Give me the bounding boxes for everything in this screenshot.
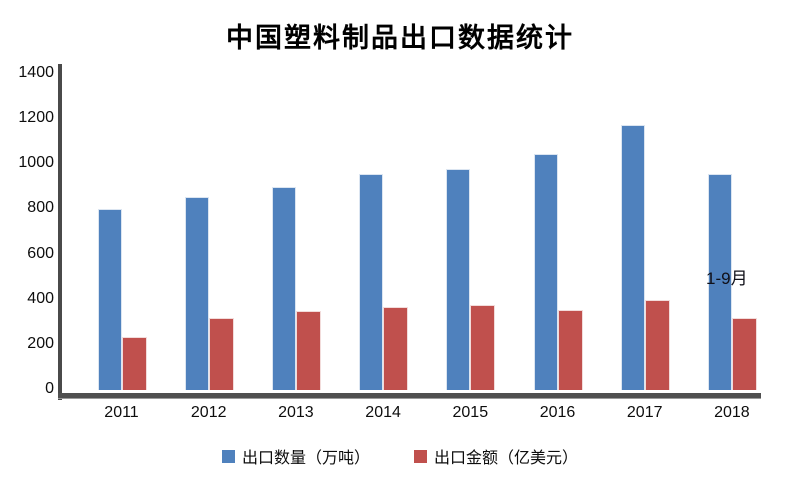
x-axis-label: 2013	[278, 404, 314, 421]
legend: 出口数量（万吨） 出口金额（亿美元）	[0, 444, 800, 468]
bar	[97, 209, 122, 390]
bar	[208, 318, 234, 390]
chart-title: 中国塑料制品出口数据统计	[226, 23, 574, 53]
y-tick-label: 0	[45, 380, 54, 397]
bar	[533, 154, 558, 390]
y-tick-label: 600	[27, 244, 54, 262]
bar	[557, 310, 583, 390]
y-tick-label: 200	[27, 334, 54, 352]
bar	[359, 174, 384, 390]
bar	[383, 307, 409, 390]
bar	[295, 311, 321, 390]
x-axis-label: 2015	[452, 404, 489, 421]
legend-item-export-value: 出口金额（亿美元）	[414, 444, 578, 468]
y-axis-line	[58, 64, 62, 400]
bar	[620, 125, 645, 390]
y-tick-label: 1200	[18, 109, 54, 127]
x-axis-label: 2014	[365, 404, 401, 421]
legend-swatch-blue-icon	[221, 449, 235, 463]
y-tick-label: 1000	[18, 154, 54, 172]
bar	[731, 318, 757, 390]
bar	[644, 300, 670, 390]
x-axis-label: 2017	[626, 404, 663, 421]
legend-label-export-value: 出口金额（亿美元）	[434, 450, 579, 467]
x-axis-line	[58, 393, 761, 398]
bar	[184, 197, 209, 390]
bar	[446, 169, 471, 390]
bar	[271, 187, 296, 390]
legend-swatch-red-icon	[414, 449, 427, 463]
legend-label-export-quantity: 出口数量（万吨）	[241, 450, 370, 467]
y-tick-label: 400	[27, 289, 54, 307]
y-tick-label: 1400	[18, 64, 54, 81]
x-axis-label: 2012	[190, 404, 227, 421]
legend-item-export-quantity: 出口数量（万吨）	[221, 444, 370, 468]
x-axis-label: 2011	[104, 404, 139, 421]
bar	[121, 337, 147, 390]
annotation-partial-year-label: 1-9月	[706, 269, 748, 288]
x-axis-label: 2016	[539, 404, 576, 421]
x-axis-label: 2018	[714, 404, 750, 421]
bar	[707, 174, 732, 390]
y-tick-label: 800	[27, 199, 54, 217]
bar	[470, 305, 496, 390]
